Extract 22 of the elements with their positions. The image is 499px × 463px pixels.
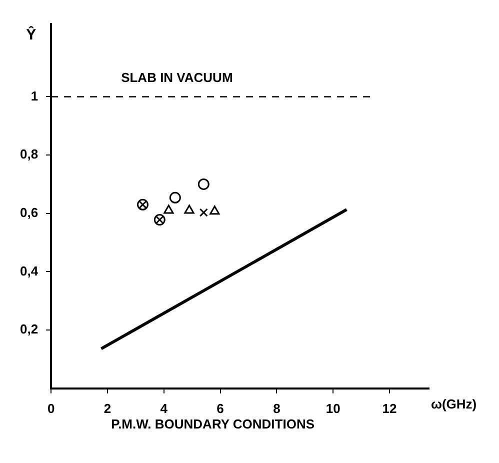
x-tick-label: 8: [273, 400, 280, 416]
x-axis-title: ω(GHz): [431, 396, 477, 412]
text: P.M.W. BOUNDARY CONDITIONS: [111, 416, 315, 432]
x-tick-label: 10: [326, 400, 340, 416]
point: [164, 204, 174, 214]
x-tick-label: 6: [216, 400, 224, 416]
x-tick-label: 0: [47, 400, 55, 416]
y-tick-label: 0,6: [20, 204, 38, 220]
y-axis-title: Ŷ: [26, 25, 36, 44]
point: [184, 204, 194, 214]
x-tick-label: 2: [104, 400, 112, 416]
point: [210, 206, 220, 215]
point: [199, 208, 208, 217]
y-tick-label: 1: [30, 88, 38, 104]
x-tick-label: 12: [382, 400, 397, 416]
x-tick-label: 4: [160, 400, 168, 416]
y-tick-label: 0,8: [20, 146, 38, 162]
y-tick-label: 0,2: [20, 322, 38, 337]
y-tick-label: 0,4: [20, 263, 39, 278]
ref-line-label: SLAB IN VACUUM: [121, 70, 233, 85]
point: [198, 178, 210, 190]
point: [169, 192, 181, 204]
